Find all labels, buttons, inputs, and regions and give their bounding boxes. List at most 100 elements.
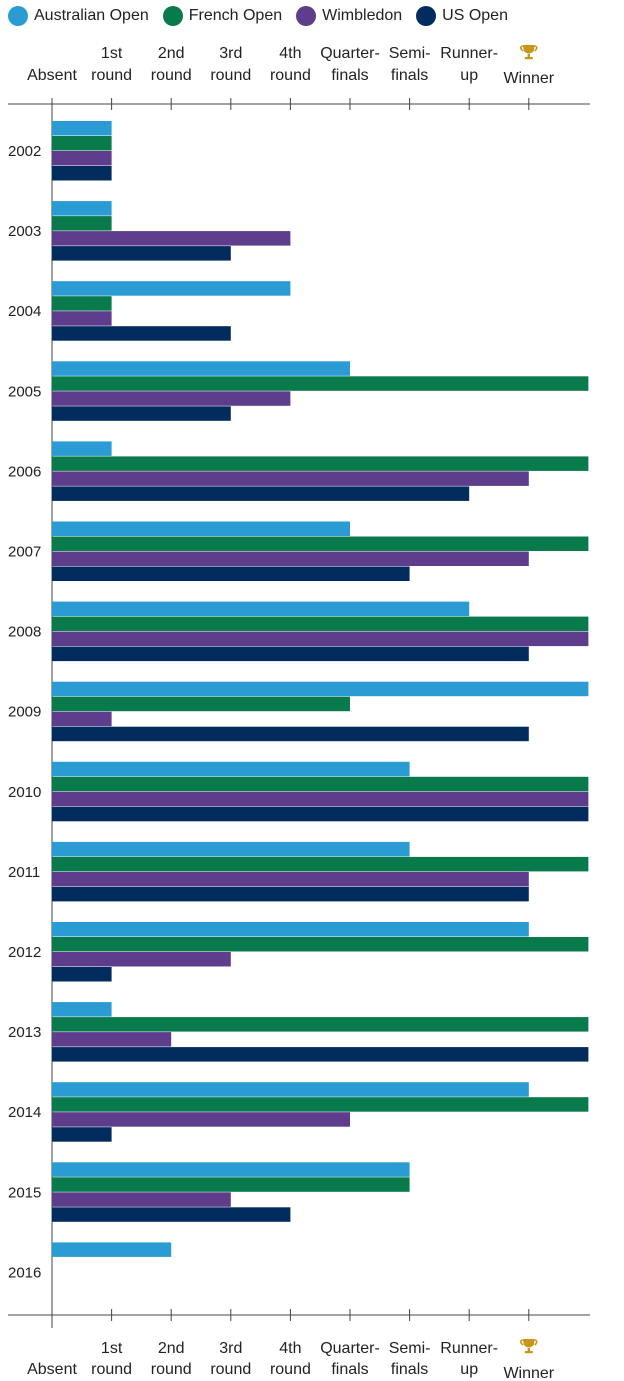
x-tick-label-top: 2nd (158, 45, 185, 62)
bar-french-open-2010[interactable] (52, 776, 589, 792)
bar-wimbledon-2005[interactable] (52, 391, 291, 406)
bar-us-open-2005[interactable] (52, 406, 231, 421)
y-tick-label: 2016 (8, 1264, 41, 1281)
legend-label: Wimbledon (322, 7, 403, 24)
bar-wimbledon-2014[interactable] (52, 1112, 350, 1127)
bar-us-open-2013[interactable] (52, 1047, 589, 1062)
bar-us-open-2002[interactable] (52, 166, 112, 181)
bar-australian-open-2010[interactable] (52, 761, 410, 777)
bar-australian-open-2002[interactable] (52, 121, 112, 136)
bar-wimbledon-2006[interactable] (52, 471, 529, 486)
legend-item-wimbledon[interactable]: Wimbledon (296, 6, 402, 26)
legend-swatch (162, 6, 183, 26)
legend: Australian Open French Open Wimbledon US… (8, 6, 508, 26)
bar-wimbledon-2015[interactable] (52, 1192, 231, 1207)
x-tick-label-top: 4th (279, 45, 301, 62)
bar-australian-open-2015[interactable] (52, 1162, 410, 1177)
x-tick-label-bottom: finals (391, 1361, 428, 1378)
bar-wimbledon-2002[interactable] (52, 151, 112, 166)
y-tick-label: 2010 (8, 784, 41, 801)
x-tick-label-top: up (460, 67, 478, 84)
bar-french-open-2005[interactable] (52, 376, 589, 391)
x-tick-label-bottom: Quarter- (320, 1340, 380, 1357)
bar-french-open-2008[interactable] (52, 616, 589, 632)
bar-wimbledon-2008[interactable] (52, 631, 589, 647)
bar-french-open-2007[interactable] (52, 536, 589, 552)
x-tick-label-top: round (210, 67, 251, 84)
legend-swatch (296, 6, 317, 26)
bar-french-open-2014[interactable] (52, 1097, 589, 1112)
bar-french-open-2006[interactable] (52, 456, 589, 471)
x-tick-label-top: Semi- (389, 45, 431, 62)
legend-item-us-open[interactable]: US Open (416, 6, 508, 26)
bar-australian-open-2011[interactable] (52, 841, 410, 857)
bar-french-open-2009[interactable] (52, 696, 350, 712)
bar-australian-open-2012[interactable] (52, 922, 529, 937)
y-tick-label: 2007 (8, 544, 41, 561)
x-tick-label-bottom: round (270, 1361, 311, 1378)
y-tick-label: 2014 (8, 1104, 41, 1121)
bar-wimbledon-2007[interactable] (52, 551, 529, 567)
bar-australian-open-2007[interactable] (52, 521, 350, 537)
bar-french-open-2011[interactable] (52, 856, 589, 872)
x-tick-label-top: 3rd (219, 45, 242, 62)
legend-item-australian-open[interactable]: Australian Open (8, 6, 149, 26)
bar-wimbledon-2012[interactable] (52, 952, 231, 967)
x-tick-label-bottom: round (151, 1361, 192, 1378)
bar-us-open-2014[interactable] (52, 1127, 112, 1142)
x-tick-label-top: Winner (503, 70, 554, 87)
bar-australian-open-2016[interactable] (52, 1242, 172, 1257)
x-tick-label-bottom: round (91, 1361, 132, 1378)
y-tick-label: 2004 (8, 303, 41, 320)
x-tick-label-bottom: 2nd (158, 1340, 185, 1357)
bar-australian-open-2003[interactable] (52, 201, 112, 216)
bar-us-open-2007[interactable] (52, 566, 410, 582)
x-tick-label-top: round (91, 67, 132, 84)
bar-australian-open-2009[interactable] (52, 681, 589, 697)
y-tick-label: 2003 (8, 223, 41, 240)
bar-us-open-2003[interactable] (52, 246, 231, 261)
bar-us-open-2006[interactable] (52, 486, 470, 501)
bar-wimbledon-2010[interactable] (52, 791, 589, 807)
bar-french-open-2002[interactable] (52, 136, 112, 151)
legend-swatch (416, 6, 437, 26)
bar-australian-open-2013[interactable] (52, 1002, 112, 1017)
legend-item-french-open[interactable]: French Open (162, 6, 283, 26)
bar-australian-open-2005[interactable] (52, 361, 350, 376)
x-tick-label-top: finals (391, 67, 428, 84)
bar-us-open-2004[interactable] (52, 326, 231, 341)
bar-wimbledon-2003[interactable] (52, 231, 291, 246)
x-tick-label-bottom: round (210, 1361, 251, 1378)
y-tick-label: 2013 (8, 1024, 41, 1041)
bar-wimbledon-2009[interactable] (52, 711, 112, 727)
y-tick-label: 2005 (8, 383, 41, 400)
y-tick-label: 2006 (8, 463, 41, 480)
bar-australian-open-2006[interactable] (52, 441, 112, 456)
legend-label: French Open (188, 7, 283, 24)
bar-french-open-2013[interactable] (52, 1017, 589, 1032)
bar-us-open-2008[interactable] (52, 646, 529, 662)
bar-australian-open-2008[interactable] (52, 601, 470, 617)
y-tick-label: 2012 (8, 944, 41, 961)
bar-french-open-2003[interactable] (52, 216, 112, 231)
bar-wimbledon-2011[interactable] (52, 871, 529, 887)
bar-us-open-2015[interactable] (52, 1207, 291, 1222)
bar-french-open-2015[interactable] (52, 1177, 410, 1192)
bar-french-open-2012[interactable] (52, 937, 589, 952)
bar-us-open-2011[interactable] (52, 886, 529, 902)
x-tick-label-bottom: finals (331, 1361, 368, 1378)
bar-wimbledon-2013[interactable] (52, 1032, 172, 1047)
bar-us-open-2009[interactable] (52, 726, 529, 742)
bar-us-open-2010[interactable] (52, 806, 589, 822)
bar-us-open-2012[interactable] (52, 967, 112, 982)
legend-swatch (8, 6, 28, 26)
bar-wimbledon-2004[interactable] (52, 311, 112, 326)
x-tick-label-top: Runner- (440, 45, 498, 62)
x-tick-label-bottom: Semi- (389, 1340, 431, 1357)
bar-australian-open-2004[interactable] (52, 281, 291, 296)
y-tick-label: 2009 (8, 704, 41, 721)
x-tick-label-bottom: Runner- (440, 1340, 498, 1357)
bar-australian-open-2014[interactable] (52, 1082, 529, 1097)
legend-label: US Open (442, 7, 508, 24)
bar-french-open-2004[interactable] (52, 296, 112, 311)
